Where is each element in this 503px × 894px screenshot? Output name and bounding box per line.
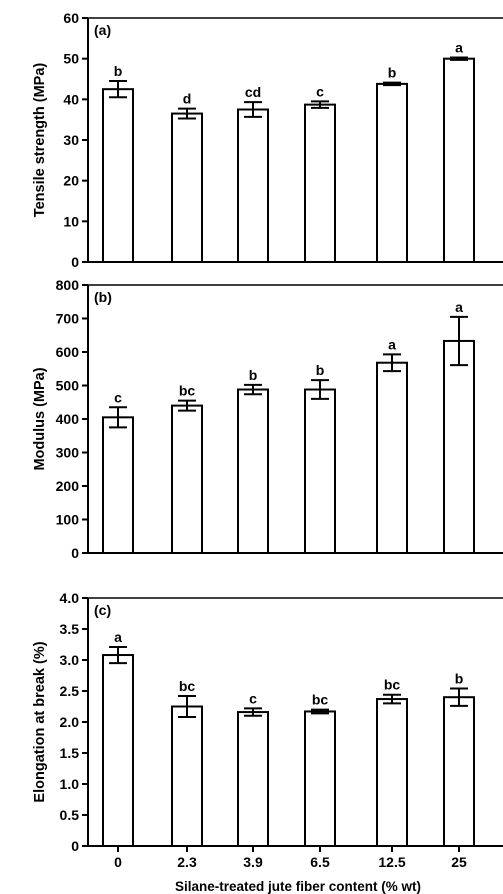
significance-letter: b	[455, 671, 464, 687]
y-tick-label: 2.0	[60, 714, 80, 730]
significance-letter: cd	[245, 84, 261, 100]
y-tick-label: 40	[63, 91, 79, 107]
chart-panels: 0 10 20 30 40 50 60 Tensile strength (MPa) (a) b d…	[32, 10, 503, 870]
significance-letter: a	[455, 39, 463, 55]
y-tick-label: 400	[56, 411, 80, 427]
y-tick-label: 50	[63, 51, 79, 67]
bar	[444, 59, 474, 262]
y-axis-label: Elongation at break (%)	[32, 641, 48, 802]
x-axis-label: Silane-treated jute fiber content (% wt)	[175, 879, 421, 894]
panel-label: (c)	[94, 602, 111, 618]
bar	[305, 711, 335, 846]
bar	[305, 390, 335, 553]
significance-letter: c	[249, 690, 257, 706]
bar	[377, 699, 407, 846]
bar	[172, 114, 202, 262]
y-tick-label: 10	[63, 213, 79, 229]
y-tick-label: 0.5	[60, 807, 80, 823]
y-axis-label: Modulus (MPa)	[32, 367, 48, 470]
panel-label: (a)	[94, 22, 111, 38]
chart-panel: 0 100 200 300 400 500 600 700 800 Modulus (MPa) (b…	[32, 277, 503, 561]
y-tick-label: 300	[56, 445, 80, 461]
significance-letter: a	[114, 629, 122, 645]
y-tick-label: 1.5	[60, 745, 80, 761]
y-tick-label: 4.0	[60, 590, 80, 606]
significance-letter: bc	[179, 383, 196, 399]
significance-letter: a	[455, 299, 463, 315]
x-tick-label: 2.3	[177, 854, 197, 870]
y-tick-label: 200	[56, 478, 80, 494]
bar	[238, 110, 268, 263]
significance-letter: bc	[384, 677, 401, 693]
significance-letter: a	[388, 336, 396, 352]
x-tick-label: 6.5	[310, 854, 330, 870]
y-tick-label: 500	[56, 378, 80, 394]
bar	[444, 697, 474, 846]
significance-letter: bc	[312, 692, 329, 708]
y-tick-label: 2.5	[60, 683, 80, 699]
x-tick-label: 12.5	[378, 854, 405, 870]
bar	[103, 417, 133, 553]
bar	[172, 707, 202, 847]
y-tick-label: 100	[56, 512, 80, 528]
chart-panel: 0 10 20 30 40 50 60 Tensile strength (MPa) (a) b d…	[32, 10, 503, 270]
y-tick-label: 0	[71, 838, 79, 854]
bar	[103, 655, 133, 846]
y-axis-label: Tensile strength (MPa)	[32, 63, 48, 218]
y-tick-label: 1.0	[60, 776, 80, 792]
bar	[377, 363, 407, 553]
x-tick-label: 3.9	[243, 854, 263, 870]
bar	[172, 406, 202, 553]
bar	[305, 105, 335, 262]
y-tick-label: 3.0	[60, 652, 80, 668]
y-tick-label: 0	[71, 545, 79, 561]
panel-label: (b)	[94, 289, 112, 305]
x-tick-label: 0	[114, 854, 122, 870]
significance-letter: b	[316, 362, 325, 378]
significance-letter: c	[114, 389, 122, 405]
bar	[238, 390, 268, 553]
bar	[444, 341, 474, 553]
y-tick-label: 700	[56, 311, 80, 327]
bar	[377, 84, 407, 262]
y-tick-label: 3.5	[60, 621, 80, 637]
significance-letter: c	[316, 83, 324, 99]
y-tick-label: 800	[56, 277, 80, 293]
significance-letter: b	[388, 65, 397, 81]
significance-letter: b	[249, 367, 258, 383]
y-tick-label: 30	[63, 132, 79, 148]
chart-panel: 0 0.5 1.0 1.5 2.0 2.5 3.0 3.5 4.0 Elongation at b…	[32, 590, 503, 854]
bar	[103, 89, 133, 262]
y-tick-label: 60	[63, 10, 79, 26]
y-tick-label: 20	[63, 173, 79, 189]
significance-letter: bc	[179, 678, 196, 694]
y-tick-label: 0	[71, 254, 79, 270]
significance-letter: d	[183, 91, 192, 107]
significance-letter: b	[114, 63, 123, 79]
y-tick-label: 600	[56, 344, 80, 360]
x-tick-label: 25	[451, 854, 467, 870]
bar	[238, 712, 268, 846]
